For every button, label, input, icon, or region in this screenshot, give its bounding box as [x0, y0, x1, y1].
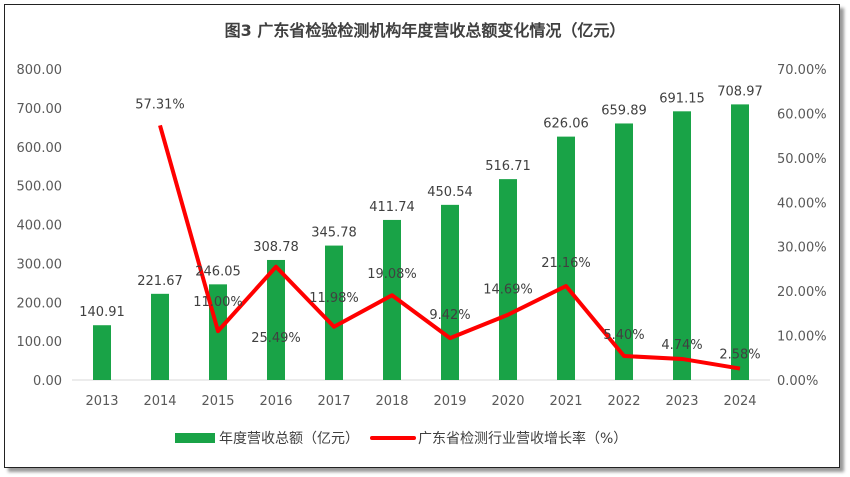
legend: 年度营收总额（亿元） 广东省检测行业营收增长率（%） [175, 430, 627, 447]
line-data-label: 25.49% [251, 331, 301, 346]
y-left-tick-label: 300.00 [17, 257, 63, 272]
y-left-tick-label: 600.00 [17, 141, 63, 156]
bar-data-label: 308.78 [253, 240, 299, 255]
line-data-label: 11.98% [309, 291, 359, 306]
x-tick-label: 2015 [201, 394, 234, 409]
bar-data-label: 659.89 [601, 103, 647, 118]
legend-bar-label: 年度营收总额（亿元） [219, 431, 359, 447]
y-left-tick-label: 400.00 [17, 219, 63, 234]
y-right-tick-label: 50.00% [777, 152, 827, 167]
x-tick-label: 2017 [317, 394, 350, 409]
legend-line-label: 广东省检测行业营收增长率（%） [418, 430, 627, 447]
line-data-label: 57.31% [135, 97, 185, 112]
bar-data-label: 221.67 [137, 274, 183, 289]
bar-data-label: 345.78 [311, 226, 357, 241]
y-left-tick-label: 200.00 [17, 296, 63, 311]
bar [499, 179, 517, 380]
bar [267, 259, 285, 380]
y-left-tick-label: 700.00 [17, 102, 63, 117]
x-tick-label: 2019 [433, 394, 466, 409]
y-right-tick-label: 20.00% [777, 285, 827, 300]
bar [673, 111, 691, 381]
x-tick-label: 2022 [607, 394, 640, 409]
line-data-label: 21.16% [541, 256, 591, 271]
line-data-label: 2.58% [719, 348, 760, 363]
y-right-tick-label: 70.00% [777, 63, 827, 78]
bar [93, 325, 111, 380]
line-data-label: 5.40% [603, 328, 644, 343]
x-tick-label: 2020 [491, 394, 524, 409]
y-left-tick-label: 0.00 [33, 374, 62, 389]
x-tick-label: 2023 [665, 394, 698, 409]
bar [557, 136, 575, 380]
y-right-tick-label: 40.00% [777, 196, 827, 211]
bar [383, 219, 401, 380]
y-right-tick-label: 60.00% [777, 107, 827, 122]
y-right-tick-label: 10.00% [777, 330, 827, 345]
x-tick-label: 2021 [549, 394, 582, 409]
bar-data-label: 450.54 [427, 185, 473, 200]
bar-data-label: 516.71 [485, 159, 531, 174]
bar [151, 293, 169, 380]
line-data-label: 9.42% [429, 308, 470, 323]
x-tick-label: 2016 [259, 394, 292, 409]
y-left-tick-label: 100.00 [17, 335, 63, 350]
bar [325, 245, 343, 380]
line-data-label: 14.69% [483, 283, 533, 298]
chart-frame [4, 4, 840, 468]
line-data-label: 4.74% [661, 338, 702, 353]
legend-bar-swatch [175, 433, 215, 443]
chart-title: 图3 广东省检验检测机构年度营收总额变化情况（亿元） [225, 21, 626, 40]
x-tick-label: 2024 [723, 394, 756, 409]
y-right-tick-label: 0.00% [777, 374, 818, 389]
bar [731, 104, 749, 380]
bar-data-label: 708.97 [717, 84, 763, 99]
growth-rate-line [158, 124, 741, 371]
bar-data-label: 140.91 [79, 305, 125, 320]
line-data-label: 11.00% [193, 295, 243, 310]
y-left-tick-label: 500.00 [17, 180, 63, 195]
bar-data-label: 691.15 [659, 91, 705, 106]
bar-data-label: 246.05 [195, 264, 241, 279]
bar-data-label: 411.74 [369, 200, 415, 215]
x-tick-label: 2018 [375, 394, 408, 409]
x-tick-label: 2014 [143, 394, 176, 409]
bar [615, 123, 633, 380]
bar-data-label: 626.06 [543, 117, 589, 132]
x-tick-label: 2013 [85, 394, 118, 409]
y-left-tick-label: 800.00 [17, 63, 63, 78]
y-right-tick-label: 30.00% [777, 241, 827, 256]
line-data-label: 19.08% [367, 267, 417, 282]
bar [441, 204, 459, 380]
